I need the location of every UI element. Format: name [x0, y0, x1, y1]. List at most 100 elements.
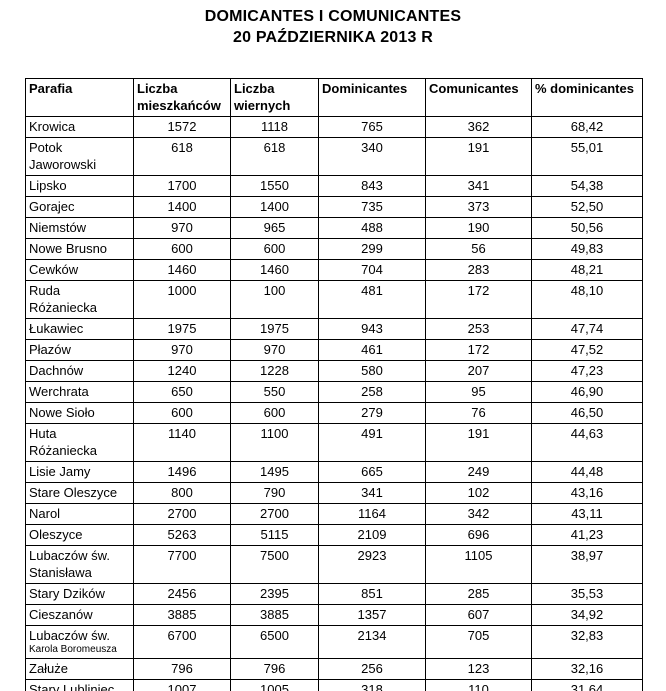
cell-parafia: Krowica	[25, 116, 134, 138]
table-cell: 1164	[318, 503, 426, 525]
header-parafia: Parafia	[25, 78, 134, 117]
table-row: Łukawiec 1975 1975 943 253 47,74	[25, 318, 643, 340]
table-row: Gorajec 1400 1400 735 373 52,50	[25, 196, 643, 218]
table-cell: 38,97	[531, 545, 643, 584]
table-cell: 43,16	[531, 482, 643, 504]
table-cell: 318	[318, 679, 426, 691]
table-cell: 249	[425, 461, 532, 483]
table-cell: 5263	[133, 524, 231, 546]
document-title: DOMICANTES I COMUNICANTES 20 PAŹDZIERNIK…	[0, 0, 666, 48]
cell-parafia: Werchrata	[25, 381, 134, 403]
table-cell: 1975	[133, 318, 231, 340]
table-cell: 481	[318, 280, 426, 319]
table-cell: 340	[318, 137, 426, 176]
table-cell: 102	[425, 482, 532, 504]
table-cell: 970	[133, 339, 231, 361]
cell-parafia: Potok Jaworowski	[25, 137, 134, 176]
table-cell: 46,50	[531, 402, 643, 424]
table-cell: 970	[230, 339, 319, 361]
table-cell: 2395	[230, 583, 319, 605]
table-header-row: Parafia Liczba mieszkańców Liczba wierny…	[25, 78, 643, 117]
table-cell: 765	[318, 116, 426, 138]
table-row: Narol 2700 2700 1164 342 43,11	[25, 503, 643, 525]
table-cell: 843	[318, 175, 426, 197]
cell-parafia: Lubaczów św. Karola Boromeusza	[25, 625, 134, 659]
table-cell: 488	[318, 217, 426, 239]
table-cell: 1975	[230, 318, 319, 340]
table-row: Cieszanów 3885 3885 1357 607 34,92	[25, 604, 643, 626]
table-cell: 68,42	[531, 116, 643, 138]
table-cell: 1118	[230, 116, 319, 138]
table-cell: 299	[318, 238, 426, 260]
table-cell: 965	[230, 217, 319, 239]
table-cell: 491	[318, 423, 426, 462]
table-cell: 100	[230, 280, 319, 319]
header-comunicantes: Comunicantes	[425, 78, 532, 117]
table-cell: 1495	[230, 461, 319, 483]
table-cell: 2109	[318, 524, 426, 546]
table-cell: 48,10	[531, 280, 643, 319]
cell-parafia: Gorajec	[25, 196, 134, 218]
table-cell: 279	[318, 402, 426, 424]
table-cell: 2923	[318, 545, 426, 584]
table-cell: 47,52	[531, 339, 643, 361]
table-cell: 7700	[133, 545, 231, 584]
table-cell: 600	[230, 402, 319, 424]
table-cell: 258	[318, 381, 426, 403]
header-dominicantes: Dominicantes	[318, 78, 426, 117]
cell-parafia: Narol	[25, 503, 134, 525]
cell-parafia: Niemstów	[25, 217, 134, 239]
table-cell: 6700	[133, 625, 231, 659]
table-cell: 1460	[133, 259, 231, 281]
table-cell: 943	[318, 318, 426, 340]
table-cell: 600	[133, 402, 231, 424]
table-cell: 5115	[230, 524, 319, 546]
table-row: Werchrata 650 550 258 95 46,90	[25, 381, 643, 403]
table-row: Oleszyce 5263 5115 2109 696 41,23	[25, 524, 643, 546]
cell-parafia: Ruda Różaniecka	[25, 280, 134, 319]
table-row: Stary Dzików 2456 2395 851 285 35,53	[25, 583, 643, 605]
table-cell: 851	[318, 583, 426, 605]
cell-parafia: Lipsko	[25, 175, 134, 197]
table-cell: 1000	[133, 280, 231, 319]
cell-parafia: Płazów	[25, 339, 134, 361]
table-cell: 123	[425, 658, 532, 680]
table-cell: 191	[425, 423, 532, 462]
table-row: Nowe Brusno 600 600 299 56 49,83	[25, 238, 643, 260]
parish-table: Parafia Liczba mieszkańców Liczba wierny…	[25, 78, 643, 691]
table-row: Dachnów 1240 1228 580 207 47,23	[25, 360, 643, 382]
table-cell: 1007	[133, 679, 231, 691]
table-cell: 665	[318, 461, 426, 483]
table-cell: 2134	[318, 625, 426, 659]
table-cell: 3885	[230, 604, 319, 626]
table-cell: 6500	[230, 625, 319, 659]
table-row: Nowe Sioło 600 600 279 76 46,50	[25, 402, 643, 424]
table-row: Płazów 970 970 461 172 47,52	[25, 339, 643, 361]
table-row: Stare Oleszyce 800 790 341 102 43,16	[25, 482, 643, 504]
table-cell: 800	[133, 482, 231, 504]
cell-parafia: Nowe Brusno	[25, 238, 134, 260]
table-cell: 52,50	[531, 196, 643, 218]
table-cell: 1240	[133, 360, 231, 382]
header-liczba-wiernych: Liczba wiernych	[230, 78, 319, 117]
table-cell: 283	[425, 259, 532, 281]
table-cell: 50,56	[531, 217, 643, 239]
cell-parafia-sub: Karola Boromeusza	[29, 644, 117, 655]
table-row: Huta Różaniecka 1140 1100 491 191 44,63	[25, 423, 643, 462]
table-cell: 600	[230, 238, 319, 260]
table-cell: 341	[425, 175, 532, 197]
table-cell: 207	[425, 360, 532, 382]
table-cell: 735	[318, 196, 426, 218]
table-cell: 580	[318, 360, 426, 382]
table-cell: 1100	[230, 423, 319, 462]
table-cell: 1005	[230, 679, 319, 691]
table-cell: 47,23	[531, 360, 643, 382]
table-cell: 31,64	[531, 679, 643, 691]
table-cell: 650	[133, 381, 231, 403]
table-cell: 1228	[230, 360, 319, 382]
table-cell: 43,11	[531, 503, 643, 525]
table-row: Cewków 1460 1460 704 283 48,21	[25, 259, 643, 281]
table-cell: 2456	[133, 583, 231, 605]
table-cell: 253	[425, 318, 532, 340]
